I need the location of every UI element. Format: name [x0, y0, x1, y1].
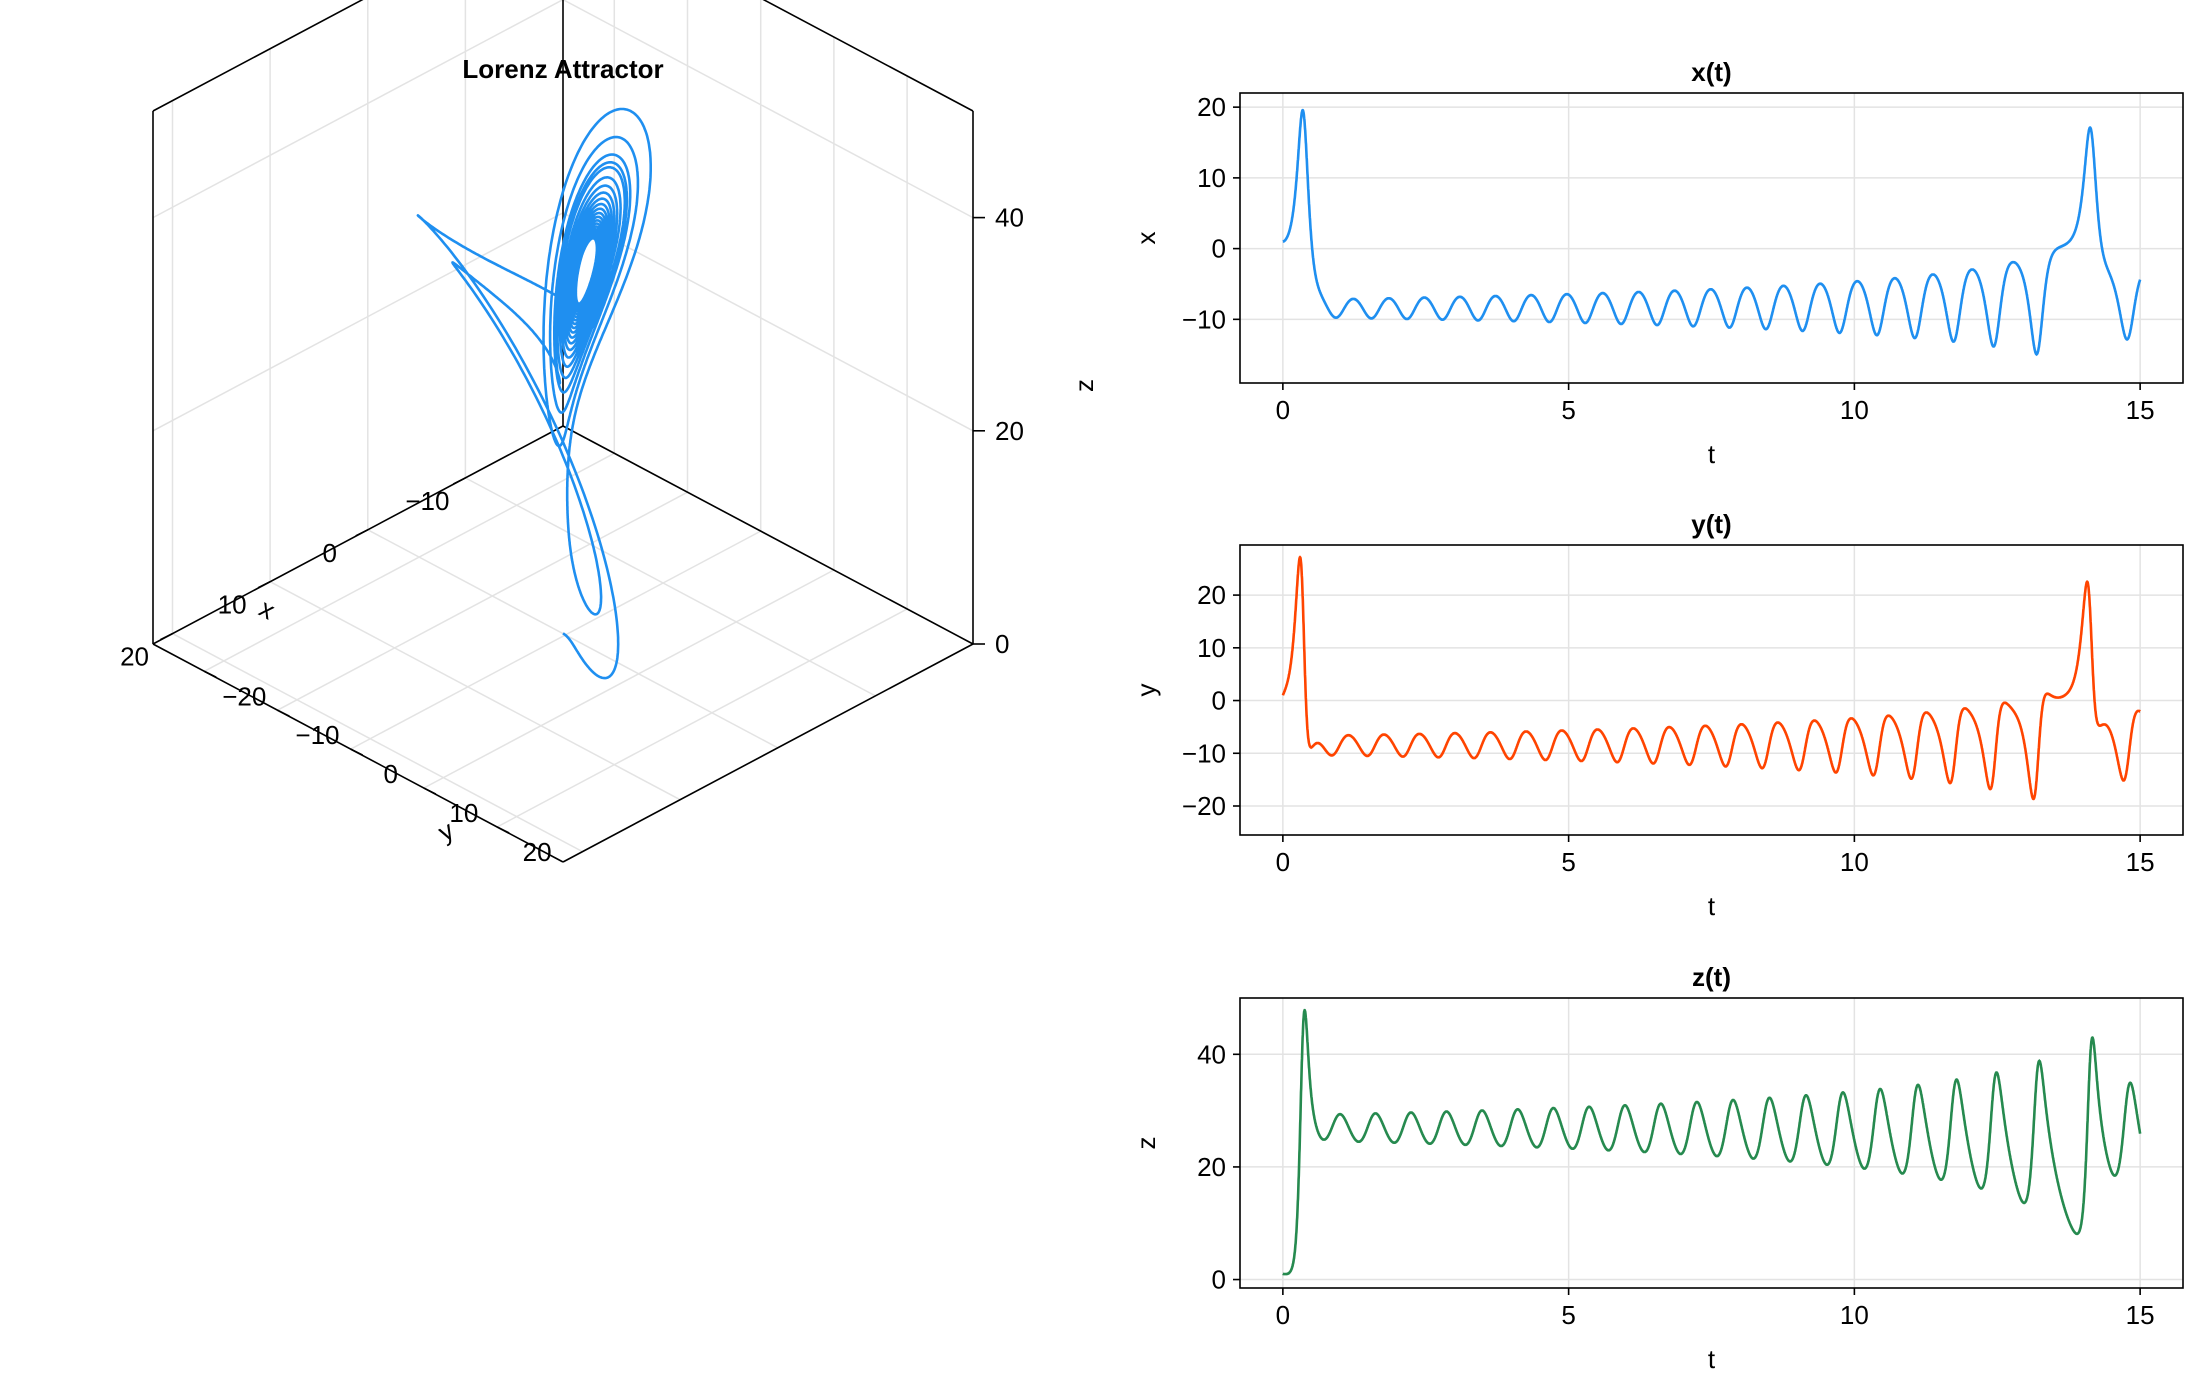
y-panel-gridlines: [1240, 545, 2183, 835]
x3d-tick-label-2: 10: [218, 590, 247, 620]
attractor-tick-labels: −10 0 10 20 −20 −10 0 10 20 0 20 40: [120, 203, 1024, 867]
z-series-line: [1282, 1008, 2142, 1276]
floor-gridline-x-2: [269, 581, 681, 801]
z-panel-x-axis-label: t: [1708, 1344, 1716, 1374]
y-tick-label-0: −20: [1182, 791, 1226, 821]
z3d-tick-label-1: 20: [995, 416, 1024, 446]
y-panel-x-axis-label: t: [1708, 891, 1716, 921]
y-tick-label-2: 10: [1197, 163, 1226, 193]
y3d-tick-mark-0: [203, 670, 217, 678]
y-tick-label-4: 20: [1197, 580, 1226, 610]
x-panel-ticks: 0 5 10 15 −10 0 10 20: [1182, 92, 2155, 425]
y-time-series-panel: 0 5 10 15 −20 −10 0 10 20 y(t) t y: [1131, 509, 2184, 921]
z-time-series-panel: 0 5 10 15 0 20 40 z(t) t z: [1131, 962, 2184, 1374]
attractor-z-axis-label: z: [1069, 379, 1099, 392]
y-tick-label-3: 10: [1197, 633, 1226, 663]
x-time-series-panel: 0 5 10 15 −10 0 10 20 x(t) t x: [1131, 57, 2184, 469]
x-panel-y-axis-label: x: [1131, 232, 1161, 245]
attractor-gridlines: [152, 0, 974, 853]
floor-gridline-x-3: [172, 632, 583, 853]
x-tick-label-1: 5: [1561, 395, 1575, 425]
y-tick-label-2: 40: [1197, 1039, 1226, 1069]
wall-gridline-z-a-1: [152, 212, 564, 432]
x3d-tick-mark-3: [160, 632, 173, 641]
y3d-tick-label-3: 10: [449, 798, 478, 828]
floor-gridline-y-2: [350, 530, 762, 750]
frame-edge-8: [762, 0, 974, 112]
y-series-line: [1281, 555, 2141, 801]
y3d-tick-mark-1: [277, 709, 290, 717]
wall-gridline-z-b-1: [562, 212, 974, 432]
frame-edge-7: [152, 0, 364, 112]
attractor-3d-panel: −10 0 10 20 −20 −10 0 10 20 0 20 40 Lorenz Attracto…: [120, 0, 1099, 867]
floor-gridline-y-0: [203, 452, 615, 672]
y-panel-ticks: 0 5 10 15 −20 −10 0 10 20: [1182, 580, 2155, 877]
attractor-axes-frame: [152, 0, 974, 863]
frame-edge-4: [562, 643, 974, 863]
x-panel-gridlines: [1240, 93, 2183, 383]
y3d-tick-label-2: 0: [383, 759, 397, 789]
x-tick-label-1: 5: [1561, 847, 1575, 877]
frame-edge-1: [562, 425, 974, 645]
attractor-x-axis-label: x: [254, 593, 280, 626]
x3d-tick-mark-2: [257, 580, 271, 589]
x-tick-label-3: 15: [2126, 847, 2155, 877]
y3d-tick-mark-4: [496, 826, 510, 834]
y-tick-label-1: 0: [1212, 234, 1226, 264]
x3d-tick-label-3: 20: [120, 642, 149, 672]
x-panel-frame: [1239, 92, 2184, 384]
y-panel-frame: [1239, 544, 2184, 836]
y-panel-title: y(t): [1691, 509, 1731, 539]
x-series-line: [1282, 108, 2142, 357]
y-tick-label-1: 20: [1197, 1152, 1226, 1182]
y-tick-label-1: −10: [1182, 738, 1226, 768]
floor-gridline-x-1: [367, 529, 779, 749]
x3d-tick-mark-0: [453, 477, 466, 485]
floor-gridline-y-1: [277, 491, 688, 711]
z-panel-gridlines: [1240, 998, 2183, 1288]
z3d-tick-label-0: 0: [995, 629, 1009, 659]
y-tick-label-0: −10: [1182, 304, 1226, 334]
floor-gridline-x-0: [465, 477, 876, 697]
x3d-tick-label-0: −10: [405, 486, 449, 516]
z-panel-title: z(t): [1692, 962, 1731, 992]
z-panel-y-axis-label: z: [1131, 1137, 1161, 1150]
floor-gridline-y-4: [496, 608, 908, 828]
x-tick-label-2: 10: [1840, 847, 1869, 877]
wall-gridline-z-a-2: [152, 0, 564, 219]
z-panel-frame: [1239, 997, 2184, 1289]
y3d-tick-label-0: −20: [222, 681, 266, 711]
y-tick-label-3: 20: [1197, 92, 1226, 122]
x-tick-label-2: 10: [1840, 395, 1869, 425]
y3d-tick-mark-2: [350, 748, 364, 756]
y3d-tick-label-4: 20: [523, 837, 552, 867]
y3d-tick-mark-3: [423, 787, 437, 795]
x-tick-label-0: 0: [1276, 847, 1290, 877]
x-panel-title: x(t): [1691, 57, 1731, 87]
x-tick-label-3: 15: [2126, 1300, 2155, 1330]
attractor-trajectory: [416, 107, 652, 680]
floor-gridline-y-3: [423, 569, 835, 789]
z3d-tick-label-2: 40: [995, 203, 1024, 233]
x-tick-label-1: 5: [1561, 1300, 1575, 1330]
x3d-tick-label-1: 0: [323, 538, 337, 568]
x-tick-label-2: 10: [1840, 1300, 1869, 1330]
y-panel-y-axis-label: y: [1131, 684, 1161, 697]
y-tick-label-2: 0: [1212, 686, 1226, 716]
wall-gridline-z-b-2: [562, 0, 974, 219]
x-tick-label-3: 15: [2126, 395, 2155, 425]
x-tick-label-0: 0: [1276, 1300, 1290, 1330]
x-panel-x-axis-label: t: [1708, 439, 1716, 469]
y-tick-label-0: 0: [1212, 1265, 1226, 1295]
x3d-tick-mark-1: [355, 529, 369, 537]
attractor-title: Lorenz Attractor: [462, 54, 663, 84]
y3d-tick-label-1: −10: [295, 720, 339, 750]
x-tick-label-0: 0: [1276, 395, 1290, 425]
z-panel-ticks: 0 5 10 15 0 20 40: [1197, 1039, 2155, 1330]
